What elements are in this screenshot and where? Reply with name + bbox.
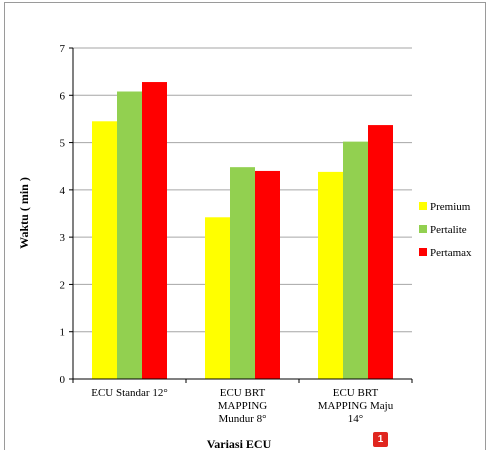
x-category-label: ECU Standar 12° xyxy=(91,387,168,399)
legend-label: Pertamax xyxy=(430,247,472,259)
y-tick-label: 0 xyxy=(60,374,66,386)
x-category-label-line: MAPPING Maju xyxy=(318,400,394,412)
y-tick-label: 1 xyxy=(60,327,66,339)
x-category-label: ECU BRT MAPPING Maju 14° xyxy=(318,387,394,425)
x-category-label-line: 14° xyxy=(348,413,363,425)
bar-premium xyxy=(92,121,117,380)
y-axis-title: Waktu ( min ) xyxy=(17,177,31,249)
bar-pertamax xyxy=(142,82,167,379)
y-tick-label: 3 xyxy=(60,232,66,244)
bar-pertalite xyxy=(343,141,368,379)
bar-pertamax xyxy=(255,170,280,379)
axes xyxy=(69,47,413,383)
annotation-badge: 1 xyxy=(373,432,388,447)
legend-swatch-pertamax xyxy=(419,248,427,256)
legend-swatch-pertalite xyxy=(419,225,427,233)
bar-premium xyxy=(205,217,230,379)
bar-pertamax xyxy=(368,125,393,379)
legend: Premium Pertalite Pertamax xyxy=(419,201,472,259)
y-tick-label: 2 xyxy=(60,279,66,291)
x-category-label-line: ECU Standar 12° xyxy=(91,387,168,399)
x-category-label-line: ECU BRT xyxy=(220,387,266,399)
x-category-label-line: Mundur 8° xyxy=(218,413,266,425)
y-tick-label: 7 xyxy=(60,43,66,55)
bar-premium xyxy=(318,171,343,379)
bar-pertalite xyxy=(230,167,255,379)
x-category-labels: ECU Standar 12° ECU BRT MAPPING Mundur 8°EC… xyxy=(91,387,393,425)
x-category-label: ECU BRT MAPPING Mundur 8° xyxy=(218,387,268,425)
x-axis-title: Variasi ECU xyxy=(207,437,272,451)
bar-pertalite xyxy=(117,91,142,379)
y-tick-label: 4 xyxy=(60,185,66,197)
x-category-label-line: MAPPING xyxy=(218,400,268,412)
legend-label: Pertalite xyxy=(430,224,467,236)
legend-label: Premium xyxy=(430,201,471,213)
x-category-label-line: ECU BRT xyxy=(333,387,379,399)
legend-swatch-premium xyxy=(419,202,427,210)
y-tick-label: 6 xyxy=(60,90,66,102)
y-tick-label: 5 xyxy=(60,138,66,150)
bars xyxy=(92,82,393,380)
y-tick-labels: 0 1 2 3 4 5 6 7 xyxy=(60,43,66,386)
